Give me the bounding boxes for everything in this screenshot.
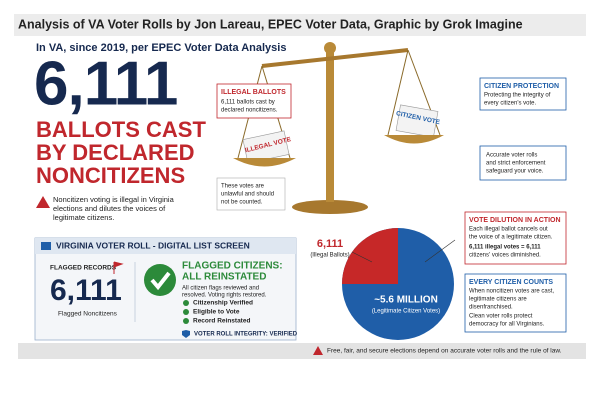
pie-wedge bbox=[342, 228, 398, 284]
callout-box bbox=[479, 77, 567, 111]
footer-band bbox=[18, 343, 586, 359]
title-band bbox=[14, 14, 586, 36]
roll-panel-header bbox=[35, 238, 296, 254]
every-citizen-text: When noncitizen votes are cast, bbox=[469, 289, 554, 295]
hero-number: 6,111 bbox=[34, 49, 177, 118]
page-title: Analysis of VA Voter Rolls by Jon Lareau… bbox=[18, 17, 523, 31]
check-badge bbox=[144, 264, 176, 296]
dilution-equation: citizens' voices diminished. bbox=[469, 253, 541, 259]
status-title: ALL REINSTATED bbox=[182, 272, 266, 283]
every-citizen-box bbox=[464, 273, 567, 333]
check-mark bbox=[150, 271, 171, 291]
callout-text: not be counted. bbox=[221, 200, 263, 206]
footer-warning-icon bbox=[313, 346, 323, 355]
headline-line: NONCITIZENS bbox=[36, 163, 185, 188]
headline-line: BALLOTS CAST bbox=[36, 117, 206, 142]
footer-text: Free, fair, and secure elections depend … bbox=[327, 348, 562, 355]
hero-subtitle: In VA, since 2019, per EPEC Voter Data A… bbox=[36, 42, 286, 54]
headline-line: BY DECLARED bbox=[36, 140, 195, 165]
status-text: resolved. Voting rights restored. bbox=[182, 293, 267, 299]
callout-text: 6,111 ballots cast by bbox=[221, 100, 275, 106]
leader-line bbox=[351, 251, 373, 263]
check-dot bbox=[183, 309, 189, 315]
dilution-text: Each illegal ballot cancels out bbox=[469, 227, 548, 233]
callout-text: Accurate voter rolls bbox=[486, 153, 537, 159]
warning-text: Noncitizen voting is illegal in Virginia bbox=[53, 195, 175, 204]
callout-text: unlawful and should bbox=[221, 192, 274, 198]
every-citizen-title: EVERY CITIZEN COUNTS bbox=[469, 279, 553, 286]
dilution-equation: 6,111 illegal votes = 6,111 bbox=[469, 245, 541, 251]
callout-text: every citizen's vote. bbox=[484, 101, 536, 107]
callout-text: and strict enforcement bbox=[486, 161, 546, 167]
callout-text: Protecting the integrity of bbox=[484, 93, 551, 99]
flag-icon bbox=[113, 261, 124, 274]
warning-text: elections and dilutes the voices of bbox=[53, 204, 166, 213]
roll-panel-title: VIRGINIA VOTER ROLL - DIGITAL LIST SCREE… bbox=[56, 240, 250, 250]
callout-box bbox=[479, 145, 567, 181]
every-citizen-text: disenfranchised. bbox=[469, 305, 513, 311]
status-title: FLAGGED CITIZENS: bbox=[182, 261, 283, 272]
dilution-title: VOTE DILUTION IN ACTION bbox=[469, 217, 561, 224]
dilution-box bbox=[464, 211, 567, 265]
callout-box bbox=[216, 83, 292, 119]
leader-line bbox=[424, 239, 456, 263]
shield-icon bbox=[182, 330, 190, 338]
callout-title: CITIZEN PROTECTION bbox=[484, 83, 559, 90]
callout-text: declared noncitizens. bbox=[221, 108, 278, 114]
status-text: All citizen flags reviewed and bbox=[182, 286, 259, 292]
callout-box bbox=[216, 177, 286, 211]
pie-label: ~5.6 MILLION bbox=[374, 295, 438, 306]
flagged-count: 6,111 bbox=[50, 274, 122, 307]
check-dot bbox=[183, 300, 189, 306]
roll-panel-footer: VOTER ROLL INTEGRITY: VERIFIED bbox=[194, 332, 298, 338]
every-citizen-text: democracy for all Virginians. bbox=[469, 322, 545, 328]
dilution-text: the voice of a legitimate citizen. bbox=[469, 235, 553, 241]
check-item: Record Reinstated bbox=[193, 318, 250, 325]
every-citizen-text: legitimate citizens are bbox=[469, 297, 527, 303]
pie-sublabel: (Illegal Ballots) bbox=[310, 253, 349, 259]
check-dot bbox=[183, 318, 189, 324]
flagged-label: FLAGGED RECORDS bbox=[50, 265, 117, 272]
pie-sublabel: (Legitimate Citizen Votes) bbox=[372, 309, 440, 315]
warning-text: legitimate citizens. bbox=[53, 213, 114, 222]
callout-text: safeguard your voice. bbox=[486, 169, 544, 175]
check-item: Citizenship Verified bbox=[193, 300, 253, 307]
flagged-count-label: Flagged Noncitizens bbox=[58, 311, 118, 318]
check-item: Eligible to Vote bbox=[193, 309, 240, 316]
list-icon bbox=[41, 242, 51, 250]
warning-icon bbox=[36, 196, 50, 208]
every-citizen-text: Clean voter rolls protect bbox=[469, 314, 533, 320]
callout-title: ILLEGAL BALLOTS bbox=[221, 89, 286, 96]
callout-text: These votes are bbox=[221, 184, 265, 190]
pie-label: 6,111 bbox=[317, 238, 343, 250]
